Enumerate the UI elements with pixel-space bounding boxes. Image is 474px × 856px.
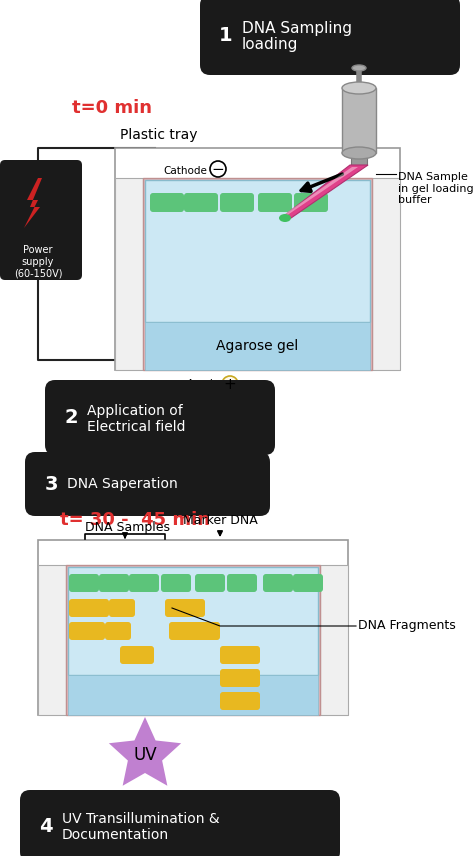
Text: DNA Sampling: DNA Sampling [242,21,352,35]
Text: DNA Samples: DNA Samples [85,520,171,533]
FancyBboxPatch shape [129,574,159,592]
Text: 1: 1 [219,26,233,45]
Text: Marker DNA: Marker DNA [182,514,257,526]
FancyBboxPatch shape [105,622,131,640]
FancyBboxPatch shape [25,452,270,516]
Circle shape [222,376,238,392]
Bar [145,322,370,370]
FancyBboxPatch shape [165,599,205,617]
Bar [38,565,66,715]
Bar [145,180,370,322]
FancyBboxPatch shape [227,574,257,592]
FancyBboxPatch shape [69,574,99,592]
FancyBboxPatch shape [169,622,220,640]
FancyBboxPatch shape [20,790,340,856]
Bar [115,148,400,370]
Bar [38,540,348,715]
Bar [372,178,400,370]
Text: Electrical field: Electrical field [87,419,185,433]
Ellipse shape [342,147,376,159]
Ellipse shape [342,82,376,94]
Bar [68,675,318,715]
Text: −: − [211,162,224,176]
Text: DNA Saperation: DNA Saperation [67,477,178,491]
Text: t= 30 -  45 min: t= 30 - 45 min [60,511,210,529]
Bar [68,567,318,675]
FancyBboxPatch shape [0,160,82,280]
Ellipse shape [279,214,291,222]
Polygon shape [282,167,358,216]
Bar [342,88,376,153]
FancyBboxPatch shape [69,599,109,617]
Text: Agarose gel: Agarose gel [216,339,299,353]
FancyBboxPatch shape [109,599,135,617]
Text: +: + [224,377,237,391]
Text: Anode: Anode [187,379,220,389]
Circle shape [210,161,226,177]
FancyBboxPatch shape [220,646,260,664]
FancyBboxPatch shape [45,380,275,455]
Bar [143,178,372,370]
Text: Power
supply
(60-150V): Power supply (60-150V) [14,245,62,278]
Text: UV Transillumination &: UV Transillumination & [62,812,219,826]
Polygon shape [281,165,368,218]
FancyBboxPatch shape [184,193,218,212]
FancyBboxPatch shape [220,669,260,687]
FancyBboxPatch shape [120,646,154,664]
Bar [115,178,143,370]
Text: Cathode: Cathode [163,166,207,176]
Text: t=0 min: t=0 min [72,99,152,117]
Text: DNA Fragments: DNA Fragments [358,620,456,633]
FancyBboxPatch shape [195,574,225,592]
Bar [66,565,320,715]
Ellipse shape [352,65,366,71]
FancyBboxPatch shape [220,692,260,710]
FancyBboxPatch shape [293,574,323,592]
Text: Documentation: Documentation [62,828,169,842]
Polygon shape [24,178,42,228]
FancyBboxPatch shape [220,193,254,212]
FancyBboxPatch shape [69,622,105,640]
Text: Plastic tray: Plastic tray [120,128,198,142]
Text: Application of: Application of [87,403,183,418]
FancyBboxPatch shape [258,193,292,212]
Text: 2: 2 [64,408,78,427]
Bar [320,565,348,715]
FancyBboxPatch shape [150,193,184,212]
FancyBboxPatch shape [200,0,460,75]
Bar [351,153,367,165]
Text: DNA Sample
in gel loading
buffer: DNA Sample in gel loading buffer [398,172,474,205]
Text: UV: UV [133,746,157,764]
Text: 3: 3 [44,474,58,494]
Text: loading: loading [242,37,298,51]
Text: 4: 4 [39,817,53,835]
FancyBboxPatch shape [294,193,328,212]
FancyBboxPatch shape [161,574,191,592]
FancyBboxPatch shape [99,574,129,592]
Polygon shape [109,717,181,786]
FancyBboxPatch shape [263,574,293,592]
